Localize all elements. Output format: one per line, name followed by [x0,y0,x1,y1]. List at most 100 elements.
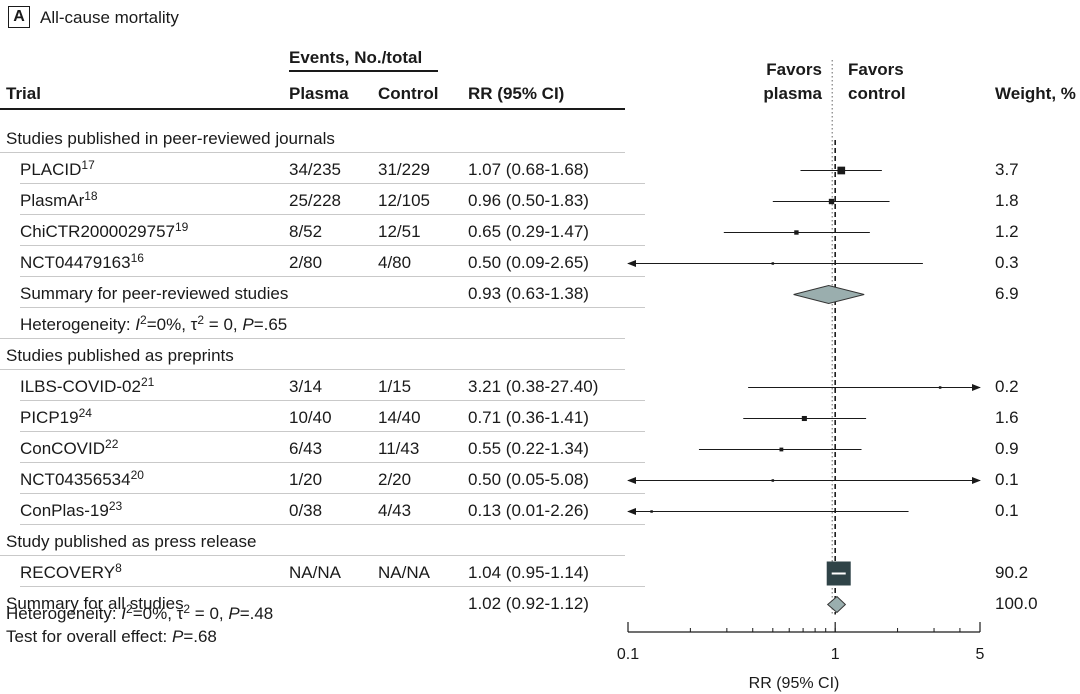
overall-effect-test: Test for overall effect: P=.68 [6,627,217,647]
plasma-events: 1/20 [289,470,323,489]
control-events: 11/43 [378,439,420,458]
test-p-value: =.68 [183,627,217,646]
weight-value: 1.2 [995,222,1019,241]
row-separator [20,307,645,308]
trial-name: PlasmAr18 [20,189,98,210]
rr-value: 0.93 (0.63-1.38) [468,284,589,303]
weight-value: 0.2 [995,377,1019,396]
header-rule [0,108,625,110]
favors-control-line1: Favors [848,60,904,79]
plasma-events: 3/14 [289,377,323,396]
test-prefix: Test for overall effect: [6,627,172,646]
summary-label: Summary for all studies [6,594,184,613]
control-events: 1/15 [378,377,412,396]
trial-reference: 16 [130,251,144,265]
rr-value: 0.50 (0.05-5.08) [468,470,589,489]
row-separator [20,524,645,525]
control-events: 14/40 [378,408,421,427]
panel-letter-box: A [8,6,30,28]
row-separator [20,493,645,494]
panel-title: All-cause mortality [40,8,179,27]
weight-box [779,447,784,452]
group-label: Studies published as preprints [6,346,234,365]
trial-reference: 21 [140,375,155,389]
weight-box [794,230,799,235]
rr-value: 1.07 (0.68-1.68) [468,160,589,179]
plasma-events: 6/43 [289,439,323,458]
row-separator [20,245,645,246]
plasma-events: 0/38 [289,501,323,520]
control-header: Control [378,84,439,103]
trial-name: PLACID17 [20,158,95,179]
weight-value: 6.9 [995,284,1019,303]
group-label: Study published as press release [6,532,257,551]
control-events: 4/80 [378,253,412,272]
x-axis-label: RR (95% CI) [749,675,840,692]
summary-diamond [793,284,865,305]
het-p-label: P [242,315,254,334]
favors-plasma-line1: Favors [766,60,822,79]
control-events: 2/20 [378,470,412,489]
row-separator [20,586,645,587]
subgroup-heterogeneity: Heterogeneity: I2=0%, τ2 = 0, P=.65 [20,313,288,335]
control-events: 4/43 [378,501,412,520]
weight-header: Weight, % [995,84,1076,103]
het-i-sup: 2 [140,313,147,327]
plasma-events: NA/NA [289,563,341,582]
weight-value: 0.1 [995,470,1019,489]
plasma-events: 8/52 [289,222,323,241]
plasma-events: 10/40 [289,408,332,427]
row-separator [0,152,625,153]
het-tau-sup: 2 [197,313,205,327]
events-group-underline [289,70,438,72]
control-events: 12/51 [378,222,421,241]
rr-value: 0.96 (0.50-1.83) [468,191,589,210]
trial-reference: 17 [81,158,95,172]
test-p-label: P [171,627,184,646]
trial-name: NCT0447916316 [20,251,144,272]
plasma-events: 2/80 [289,253,323,272]
plasma-header: Plasma [289,84,349,103]
row-separator [20,462,645,463]
plasma-events: 25/228 [289,191,341,210]
row-separator [0,338,625,339]
group-label: Studies published in peer-reviewed journ… [6,129,335,148]
weight-value: 0.9 [995,439,1019,458]
trial-name: RECOVERY8 [20,561,122,582]
het-prefix: Heterogeneity: [20,315,136,334]
rr-value: 0.65 (0.29-1.47) [468,222,589,241]
trial-name: NCT0435653420 [20,468,144,489]
row-separator [20,431,645,432]
rr-value: 0.13 (0.01-2.26) [468,501,589,520]
row-separator [20,400,645,401]
weight-value: 0.1 [995,501,1019,520]
het-p-value: =.65 [253,315,288,334]
rr-header: RR (95% CI) [468,84,565,103]
trial-reference: 23 [108,499,123,513]
summary-diamond [826,595,847,614]
trial-name: ConCOVID22 [20,437,119,458]
control-events: 31/229 [378,160,430,179]
weight-box [801,415,807,422]
het-i-label: I [135,315,141,334]
weight-value: 0.3 [995,253,1019,272]
trial-name: ChiCTR200002975719 [20,220,189,241]
row-separator [0,555,625,556]
trial-name: PICP1924 [20,406,92,427]
row-separator [0,369,625,370]
weight-box [828,198,835,205]
het-i-value: =0%, τ [132,604,184,623]
rr-value: 3.21 (0.38-27.40) [468,377,599,396]
weight-box [771,479,775,482]
weight-box [938,386,942,389]
weight-value: 100.0 [995,594,1038,613]
x-tick-label: 0.1 [617,646,639,663]
het-i-value: =0%, τ [146,315,198,334]
x-tick-label: 1 [831,646,840,663]
weight-value: 3.7 [995,160,1019,179]
favors-plasma-line2: plasma [763,84,822,103]
summary-label: Summary for peer-reviewed studies [20,284,289,303]
het-tau-value: = 0, [190,604,229,623]
het-tau-sup: 2 [183,602,191,616]
trial-reference: 18 [84,189,98,203]
